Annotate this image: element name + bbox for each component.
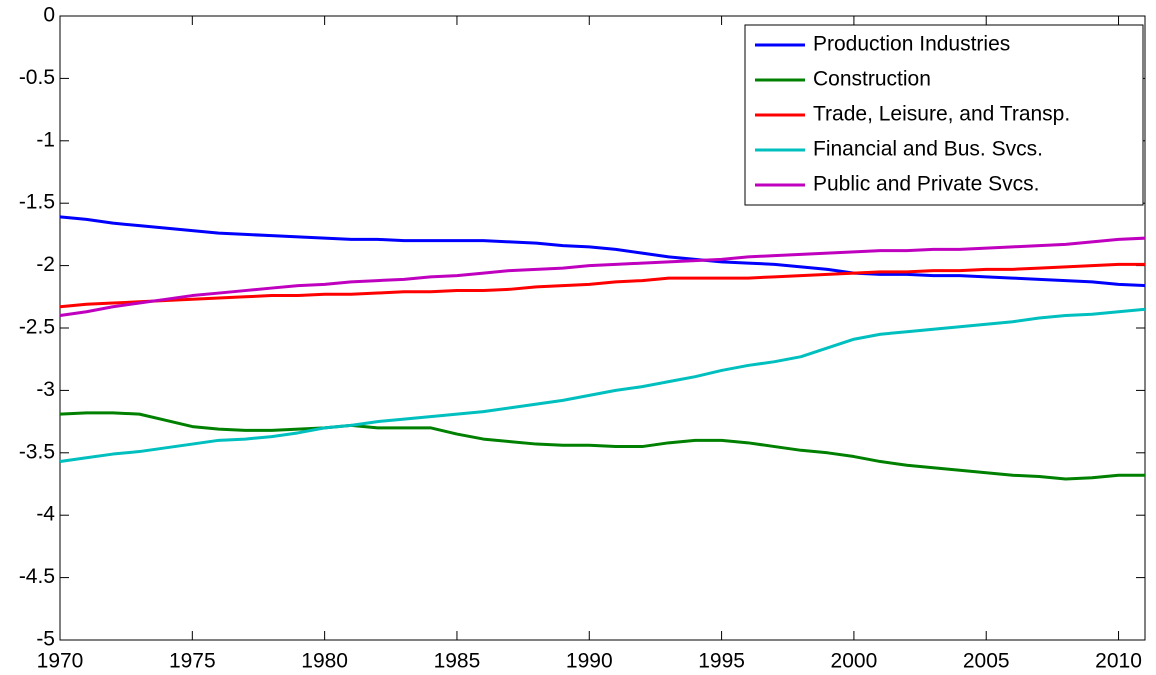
y-tick-label: -2.5 xyxy=(19,316,55,339)
series-line xyxy=(59,307,1146,464)
y-tick-label: 0 xyxy=(43,4,55,27)
y-tick-label: -4 xyxy=(36,503,55,526)
x-tick-label: 1990 xyxy=(566,650,613,673)
y-tick-label: -3.5 xyxy=(19,440,55,463)
y-tick-label: -4.5 xyxy=(19,565,55,588)
legend: Production Industries Construction Trade, … xyxy=(744,24,1144,206)
x-tick-label: 1975 xyxy=(169,650,216,673)
legend-label: Public and Private Svcs. xyxy=(813,173,1039,196)
series-line xyxy=(59,215,1146,288)
series-line xyxy=(59,262,1145,309)
x-tick-label: 2000 xyxy=(831,650,878,673)
y-tick-label: -3 xyxy=(36,378,55,401)
series-line xyxy=(59,236,1146,318)
y-tick-label: -5 xyxy=(36,628,55,651)
x-tick-label: 1995 xyxy=(698,650,745,673)
legend-box xyxy=(744,24,1144,206)
y-tick-label: -1 xyxy=(36,128,55,151)
y-tick-label: -1.5 xyxy=(19,191,55,214)
legend-label: Construction xyxy=(813,68,931,91)
series-line xyxy=(59,411,1145,481)
x-tick-label: 2010 xyxy=(1095,650,1142,673)
x-tick-label: 1985 xyxy=(434,650,481,673)
legend-label: Financial and Bus. Svcs. xyxy=(813,138,1043,161)
y-tick-label: -2 xyxy=(36,253,55,276)
legend-label: Trade, Leisure, and Transp. xyxy=(813,103,1070,126)
x-tick-label: 1970 xyxy=(37,650,84,673)
x-tick-label: 2005 xyxy=(963,650,1010,673)
legend-label: Production Industries xyxy=(813,33,1010,56)
x-tick-label: 1980 xyxy=(301,650,348,673)
y-tick-label: -0.5 xyxy=(19,66,55,89)
